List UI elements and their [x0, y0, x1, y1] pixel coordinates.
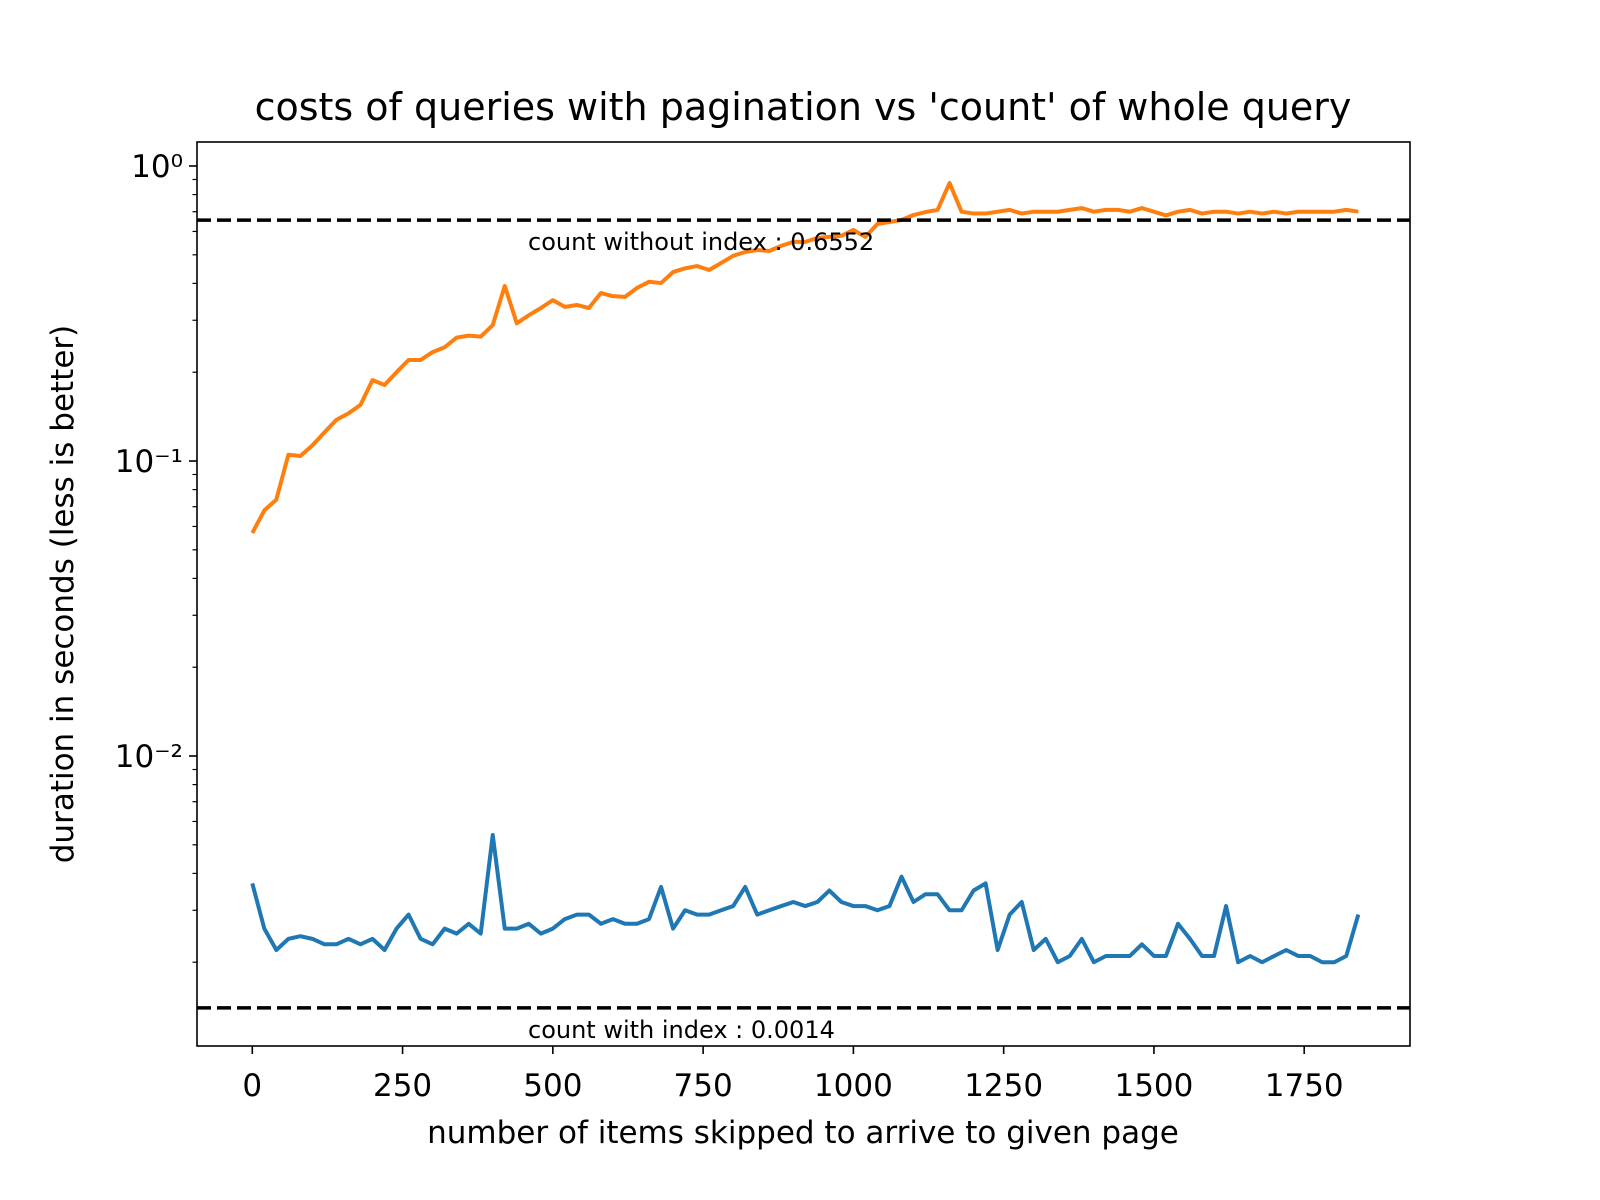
x-tick-label: 750 — [674, 1068, 733, 1104]
y-tick-label: 10⁻² — [115, 739, 183, 775]
x-axis-label: number of items skipped to arrive to giv… — [427, 1115, 1179, 1151]
x-tick-label: 1000 — [814, 1068, 893, 1104]
y-tick-label: 10⁻¹ — [115, 444, 183, 480]
reference-label: count with index : 0.0014 — [528, 1016, 835, 1044]
y-axis-label: duration in seconds (less is better) — [45, 325, 81, 864]
x-tick-label: 1750 — [1265, 1068, 1344, 1104]
reference-label: count without index : 0.6552 — [528, 228, 874, 256]
series-line — [250, 832, 1361, 965]
plot-frame — [196, 141, 1411, 1047]
x-tick-label: 250 — [373, 1068, 432, 1104]
x-tick-label: 0 — [242, 1068, 262, 1104]
x-tick-label: 1250 — [964, 1068, 1043, 1104]
y-tick-label: 10⁰ — [131, 149, 183, 185]
x-tick-label: 500 — [523, 1068, 582, 1104]
series-line — [250, 180, 1359, 534]
chart-title: costs of queries with pagination vs 'cou… — [255, 85, 1352, 129]
x-tick-label: 1500 — [1114, 1068, 1193, 1104]
